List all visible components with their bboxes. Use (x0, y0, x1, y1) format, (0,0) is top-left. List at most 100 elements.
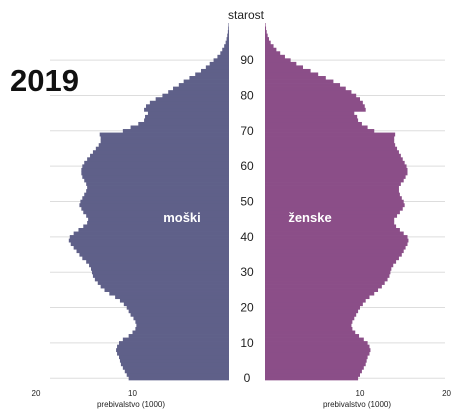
male-bar (82, 164, 229, 169)
male-bar (122, 365, 229, 370)
female-bar (265, 30, 267, 34)
female-bar (265, 54, 285, 59)
female-bar (265, 47, 277, 52)
female-bar (265, 83, 341, 87)
y-axis-title: starost (228, 8, 265, 22)
male-bar (144, 107, 229, 112)
female-bar (265, 323, 352, 328)
male-bar (87, 185, 230, 190)
male-bar (81, 167, 229, 172)
female-bar (265, 295, 370, 300)
female-bar (265, 189, 399, 194)
female-bar (265, 160, 405, 165)
male-bar (183, 79, 229, 84)
female-bar (265, 68, 311, 73)
male-bar (119, 358, 229, 363)
age-tick-label: 70 (240, 124, 254, 138)
male-bar (173, 86, 229, 91)
male-bar (91, 270, 229, 275)
male-bar (88, 217, 229, 222)
male-bar (135, 319, 229, 324)
male-bar (118, 341, 229, 346)
female-bar (265, 273, 390, 278)
female-bar (265, 220, 395, 225)
x-tick-label-left: 20 (32, 389, 41, 398)
female-series-label: ženske (288, 210, 331, 225)
male-bar (149, 100, 229, 105)
female-bar (265, 157, 403, 162)
female-bar (265, 171, 408, 176)
female-bar (265, 153, 401, 158)
age-tick-label: 10 (240, 336, 254, 350)
female-bar (265, 146, 398, 151)
male-bar (225, 40, 229, 45)
female-bar (265, 348, 371, 353)
female-bar (265, 206, 403, 211)
female-bar (265, 93, 357, 98)
male-bar (104, 288, 229, 292)
female-bar (265, 270, 391, 275)
male-bar (145, 114, 229, 119)
male-bar (228, 26, 229, 31)
female-bar (265, 358, 367, 363)
male-bar (135, 326, 229, 331)
female-bar (265, 355, 368, 360)
female-bar (265, 305, 360, 310)
male-bar (92, 150, 229, 155)
male-bar (120, 362, 229, 367)
male-series-label: moški (163, 210, 201, 225)
male-bar (100, 136, 229, 140)
female-bar (265, 369, 362, 374)
male-bar (227, 33, 229, 38)
male-bar (89, 263, 229, 268)
male-bar (100, 139, 229, 144)
male-bar (79, 252, 229, 257)
male-bar (201, 68, 229, 73)
female-bar (265, 249, 404, 254)
female-bar (265, 40, 271, 45)
female-bars (265, 23, 409, 381)
male-bar (124, 369, 229, 374)
male-bar (90, 153, 229, 158)
female-bar (265, 164, 407, 169)
male-bar (82, 174, 229, 179)
male-bar (76, 249, 229, 254)
female-bar (265, 104, 365, 109)
male-bar (99, 132, 229, 137)
x-tick-label-left: 10 (128, 389, 137, 398)
male-bar (92, 273, 229, 278)
male-bar (82, 196, 229, 201)
male-bar (226, 37, 229, 42)
male-bar (84, 160, 229, 165)
male-bar (86, 182, 230, 186)
age-tick-labels: 0 10 20 30 40 50 60 70 80 90 (240, 53, 254, 385)
female-bar (265, 256, 399, 261)
year-label: 2019 (10, 63, 79, 98)
male-bar (178, 83, 229, 87)
male-bar (84, 178, 229, 183)
male-bar (98, 143, 229, 148)
female-bar (265, 111, 355, 116)
male-bar (86, 189, 230, 194)
age-tick-label: 90 (240, 53, 254, 67)
male-bar (70, 242, 230, 247)
male-bar (73, 245, 229, 250)
male-bar (205, 65, 229, 70)
male-bar (100, 284, 229, 289)
female-bar (265, 210, 400, 215)
male-bar (91, 266, 229, 271)
female-bar (265, 44, 274, 49)
male-bar (213, 58, 229, 63)
male-bar (87, 220, 230, 225)
female-bar (265, 26, 267, 31)
female-bar (265, 199, 404, 204)
female-bar (265, 51, 281, 56)
male-bar (83, 210, 229, 215)
female-bar (265, 167, 408, 172)
female-bar (265, 65, 303, 70)
male-bar (133, 316, 229, 321)
female-bar (265, 326, 353, 331)
male-bar (79, 203, 229, 208)
female-bar (265, 125, 368, 130)
female-bar (265, 309, 359, 314)
